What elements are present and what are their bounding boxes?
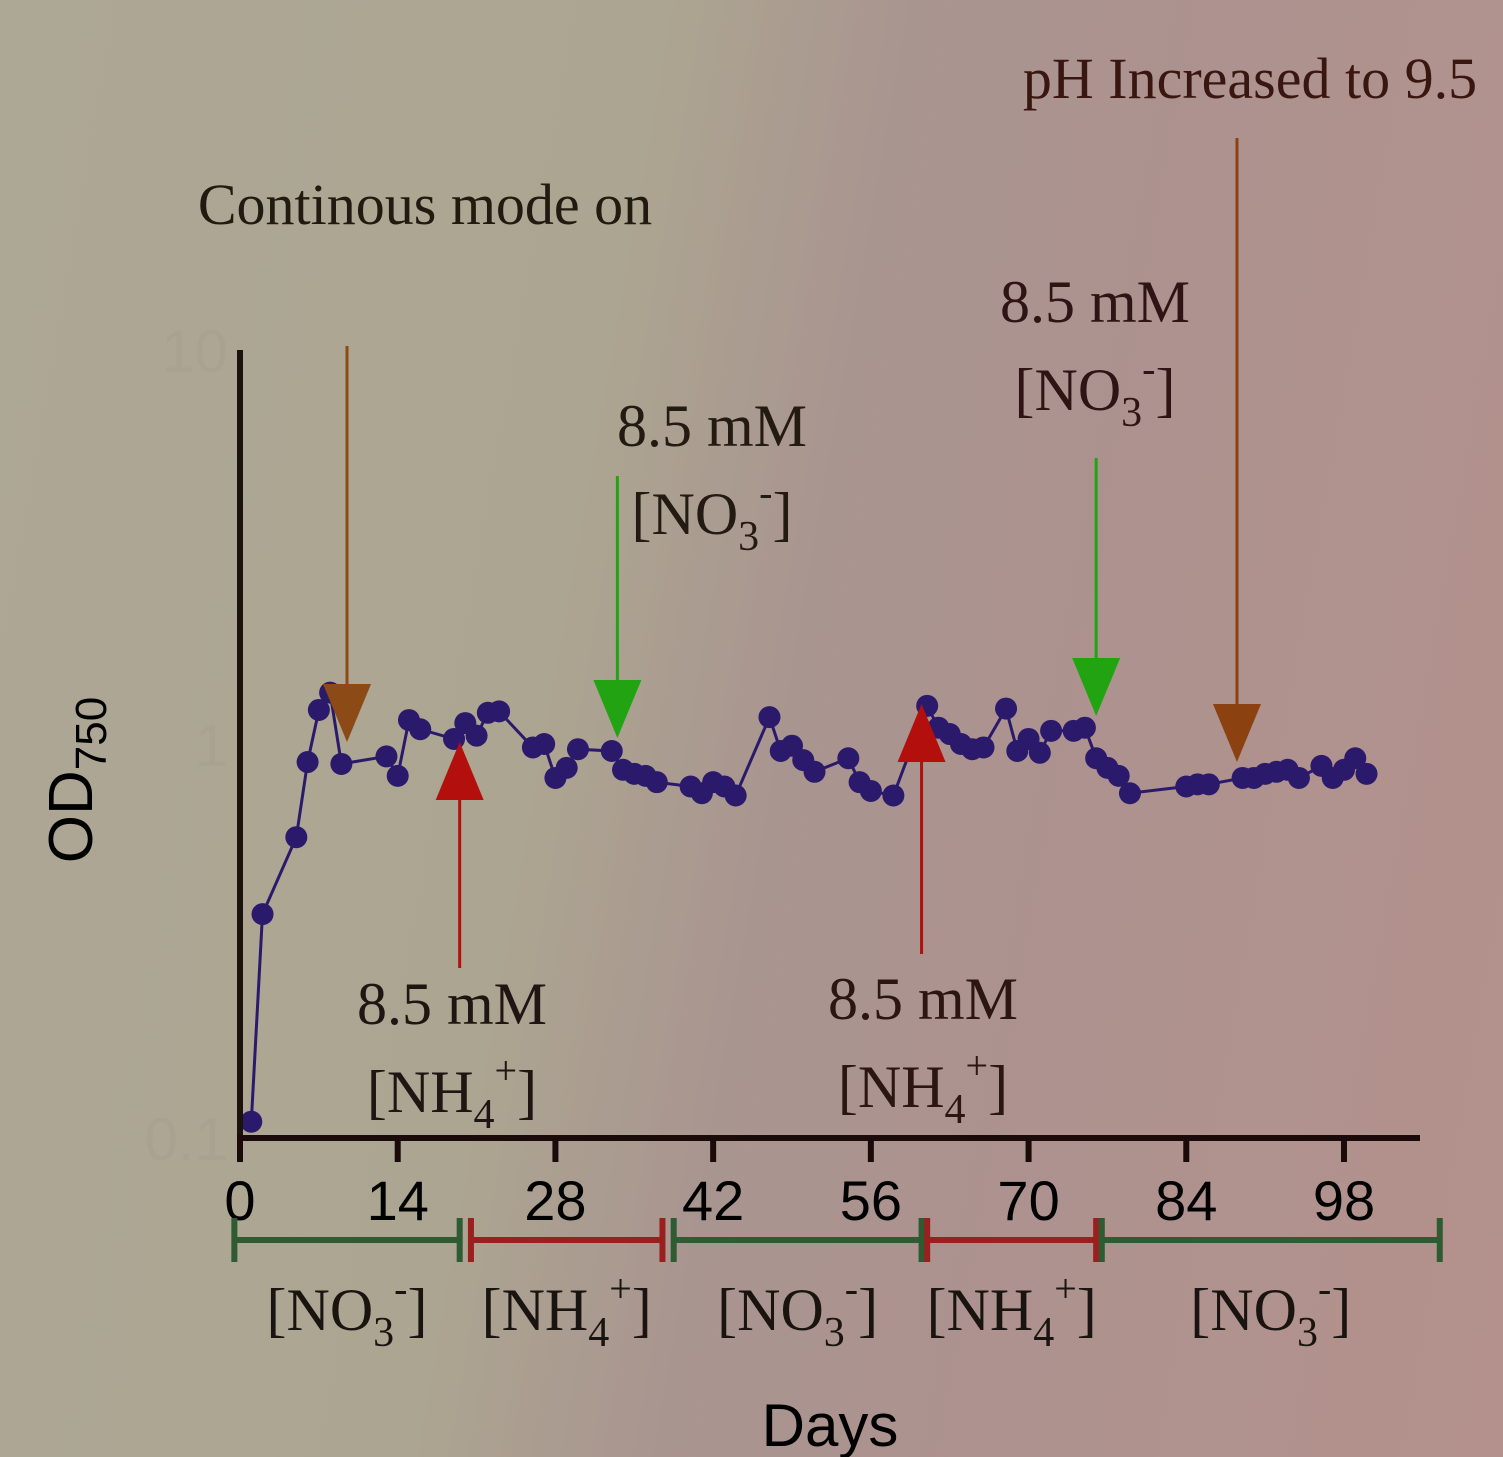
annotation-concentration: 8.5 mM [828, 966, 1018, 1032]
data-point [307, 698, 330, 721]
data-point [251, 903, 274, 926]
event-arrow-head [593, 680, 642, 738]
data-point [296, 751, 319, 774]
data-point [1344, 747, 1367, 770]
x-tick-label: 14 [367, 1169, 429, 1232]
data-point [803, 760, 826, 783]
event-arrow-head [435, 742, 484, 800]
annotation-concentration: 8.5 mM [1000, 269, 1190, 335]
data-series [240, 681, 1378, 1133]
data-point [859, 779, 882, 802]
annotation-ion: [NH4+] [367, 1048, 537, 1138]
event-arrow-head [323, 684, 372, 742]
x-tick-label: 0 [224, 1169, 255, 1232]
data-point [1355, 762, 1378, 785]
x-tick-label: 70 [997, 1169, 1059, 1232]
data-point [533, 733, 556, 755]
y-tick-labels: 10 1 0.1 [145, 318, 228, 1173]
data-point [1197, 773, 1220, 796]
axes [237, 350, 1420, 1162]
x-tick-label: 56 [840, 1169, 902, 1232]
data-point [566, 738, 589, 761]
data-point [1073, 716, 1096, 739]
y-tick-label: 0.1 [145, 1106, 228, 1173]
event-arrow-head [1072, 658, 1121, 716]
data-point [972, 736, 995, 759]
period-label: [NO3-] [267, 1266, 428, 1356]
data-point [1028, 741, 1051, 764]
x-axis-title: Days [762, 1392, 899, 1457]
data-point [645, 771, 668, 794]
data-point [465, 724, 488, 747]
nitrogen-source-periods: [NO3-] [NH4+] [NO3-] [NH4+] [NO3-] [231, 1218, 1443, 1356]
annotation-concentration: 8.5 mM [357, 971, 547, 1037]
x-tick-label: 42 [682, 1169, 744, 1232]
period-label: [NO3-] [1190, 1266, 1351, 1356]
data-point [995, 697, 1018, 720]
data-point [240, 1110, 263, 1133]
x-tick-label: 98 [1313, 1169, 1375, 1232]
data-point [1040, 719, 1063, 742]
x-tick-labels: 0 14 28 42 56 70 84 98 [224, 1169, 1375, 1232]
data-point [724, 784, 747, 807]
period-label: [NO3-] [717, 1266, 878, 1356]
data-point [758, 706, 781, 729]
event-arrows [323, 138, 1261, 968]
x-tick-label: 84 [1155, 1169, 1217, 1232]
event-arrow-head [1212, 704, 1261, 762]
annotation-text: Continous mode on [198, 172, 652, 237]
annotation-ion: [NO3-] [1015, 346, 1176, 436]
data-point [386, 764, 409, 787]
data-point [1118, 782, 1141, 805]
data-point [555, 756, 578, 779]
y-axis-title: OD750 [37, 697, 116, 863]
x-tick-label: 28 [524, 1169, 586, 1232]
annotation-ion: [NO3-] [632, 470, 793, 560]
event-arrow-head [897, 704, 946, 762]
period-label: [NH4+] [927, 1266, 1097, 1356]
data-point [1287, 766, 1310, 789]
y-tick-label: 10 [161, 318, 228, 385]
data-point [409, 718, 432, 741]
data-point [837, 747, 860, 770]
data-point [330, 752, 353, 775]
data-point [600, 739, 623, 762]
annotation-concentration: 8.5 mM [617, 393, 807, 459]
period-label: [NH4+] [482, 1266, 652, 1356]
data-point [1107, 764, 1130, 787]
y-tick-label: 1 [195, 712, 228, 779]
data-point [285, 826, 308, 849]
annotation-ion: [NH4+] [838, 1043, 1008, 1133]
data-point [882, 784, 905, 807]
annotation-text: pH Increased to 9.5 [1023, 46, 1477, 111]
data-point [375, 745, 398, 768]
data-point [488, 700, 511, 723]
annotations: Continous mode on 8.5 mM [NO3-] 8.5 mM [NH4+… [198, 46, 1477, 1138]
